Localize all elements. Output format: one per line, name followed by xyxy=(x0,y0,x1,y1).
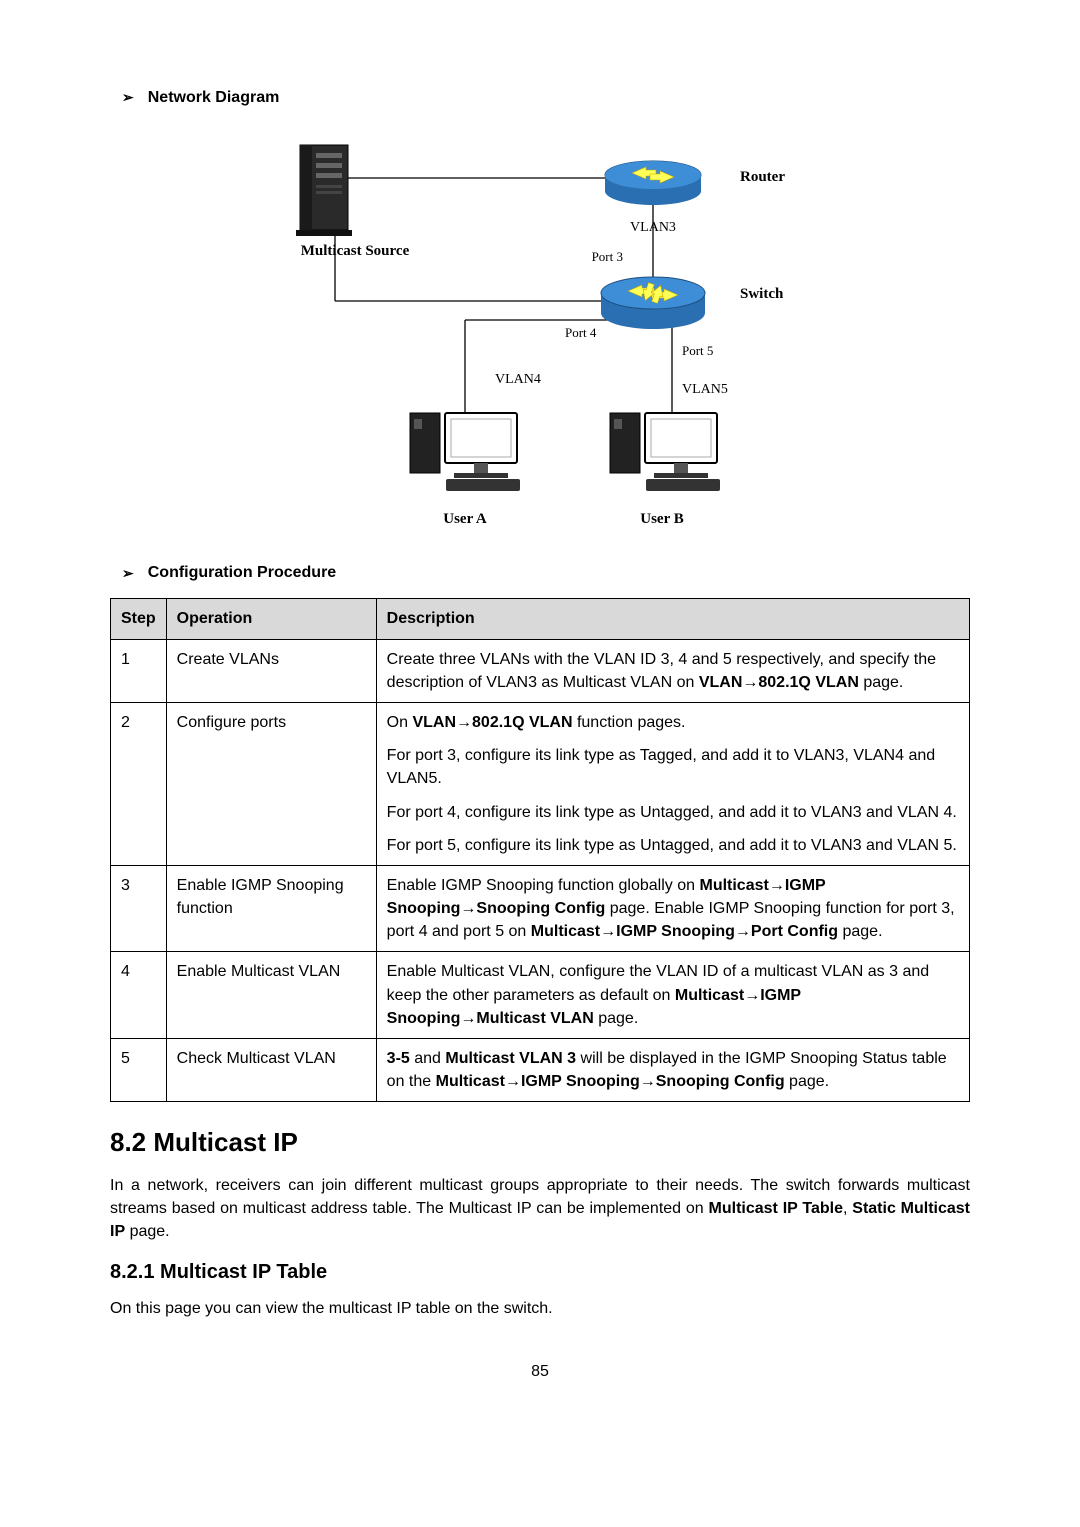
cell-step: 3 xyxy=(111,865,167,952)
col-operation: Operation xyxy=(166,599,376,639)
pc-user-b-icon xyxy=(610,413,720,491)
cell-step: 5 xyxy=(111,1039,167,1102)
cell-step: 2 xyxy=(111,702,167,865)
label-user-b: User B xyxy=(640,511,683,527)
switch-icon xyxy=(601,277,705,329)
heading-text: Configuration Procedure xyxy=(148,561,336,584)
label-vlan3: VLAN3 xyxy=(630,220,676,235)
cell-operation: Check Multicast VLAN xyxy=(166,1039,376,1102)
label-port5: Port 5 xyxy=(682,343,713,358)
section-8-2-body: In a network, receivers can join differe… xyxy=(110,1174,970,1244)
section-8-2-title: 8.2 Multicast IP xyxy=(110,1124,970,1162)
cell-operation: Enable Multicast VLAN xyxy=(166,952,376,1039)
col-step: Step xyxy=(111,599,167,639)
router-icon xyxy=(605,161,701,205)
heading-config-procedure: ➢ Configuration Procedure xyxy=(122,561,970,584)
cell-description: Create three VLANs with the VLAN ID 3, 4… xyxy=(376,639,969,702)
section-8-2-1-title: 8.2.1 Multicast IP Table xyxy=(110,1258,970,1287)
configuration-procedure-table: Step Operation Description 1Create VLANs… xyxy=(110,598,970,1102)
bullet-arrow-icon: ➢ xyxy=(122,563,134,583)
network-diagram-container: Multicast Source Router VLAN3 Port 3 xyxy=(110,123,970,543)
cell-operation: Enable IGMP Snooping function xyxy=(166,865,376,952)
label-vlan4: VLAN4 xyxy=(495,372,541,387)
table-row: 5Check Multicast VLAN3-5 and Multicast V… xyxy=(111,1039,970,1102)
table-row: 2Configure portsOn VLAN→802.1Q VLAN func… xyxy=(111,702,970,865)
label-vlan5: VLAN5 xyxy=(682,382,728,397)
pc-user-a-icon xyxy=(410,413,520,491)
cell-description: 3-5 and Multicast VLAN 3 will be display… xyxy=(376,1039,969,1102)
cell-description: Enable Multicast VLAN, configure the VLA… xyxy=(376,952,969,1039)
bullet-arrow-icon: ➢ xyxy=(122,87,134,107)
label-port3: Port 3 xyxy=(592,249,623,264)
label-multicast-source: Multicast Source xyxy=(301,243,410,259)
heading-text: Network Diagram xyxy=(148,86,280,109)
cell-step: 4 xyxy=(111,952,167,1039)
table-row: 3Enable IGMP Snooping functionEnable IGM… xyxy=(111,865,970,952)
section-8-2-1-body: On this page you can view the multicast … xyxy=(110,1297,970,1320)
table-row: 1Create VLANsCreate three VLANs with the… xyxy=(111,639,970,702)
cell-description: On VLAN→802.1Q VLAN function pages.For p… xyxy=(376,702,969,865)
label-port4: Port 4 xyxy=(565,325,597,340)
network-diagram: Multicast Source Router VLAN3 Port 3 xyxy=(240,123,840,543)
table-header-row: Step Operation Description xyxy=(111,599,970,639)
table-row: 4Enable Multicast VLANEnable Multicast V… xyxy=(111,952,970,1039)
cell-operation: Create VLANs xyxy=(166,639,376,702)
page-number: 85 xyxy=(110,1360,970,1383)
cell-step: 1 xyxy=(111,639,167,702)
label-router: Router xyxy=(740,169,785,185)
cell-operation: Configure ports xyxy=(166,702,376,865)
col-description: Description xyxy=(376,599,969,639)
heading-network-diagram: ➢ Network Diagram xyxy=(122,86,970,109)
cell-description: Enable IGMP Snooping function globally o… xyxy=(376,865,969,952)
server-icon xyxy=(296,145,352,236)
label-switch: Switch xyxy=(740,286,784,302)
label-user-a: User A xyxy=(443,511,487,527)
